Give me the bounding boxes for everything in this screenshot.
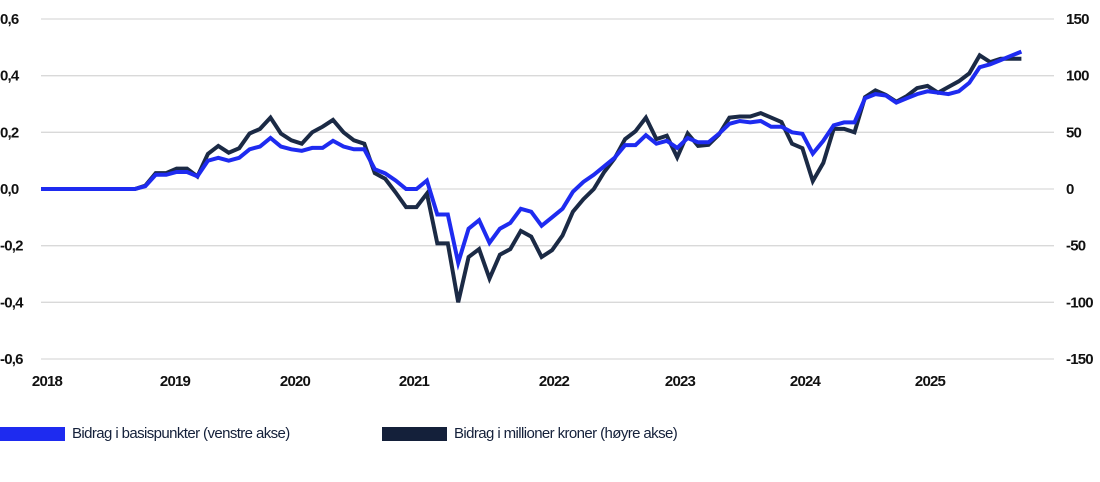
right-axis-tick-label: -100 xyxy=(1066,294,1093,311)
x-axis-tick-label: 2025 xyxy=(915,373,946,390)
left-axis-tick-label: 0,0 xyxy=(0,181,19,198)
series-line-basispunkter xyxy=(41,49,1023,271)
series-lines xyxy=(41,49,1023,303)
legend-item-basispunkter: Bidrag i basispunkter (venstre akse) xyxy=(0,425,290,442)
left-axis-tick-label: 0,2 xyxy=(0,124,19,141)
right-axis-tick-label: -50 xyxy=(1066,238,1086,255)
right-axis-tick-label: 50 xyxy=(1066,124,1082,141)
right-axis-tick-label: 150 xyxy=(1066,11,1089,28)
legend-label: Bidrag i millioner kroner (høyre akse) xyxy=(454,425,678,442)
legend-item-millioner-kroner: Bidrag i millioner kroner (høyre akse) xyxy=(382,425,678,442)
legend-label: Bidrag i basispunkter (venstre akse) xyxy=(72,425,290,442)
left-y-axis-ticks: 0,6 0,4 0,2 0,0 -0,2 -0,4 -0,6 xyxy=(0,11,25,368)
right-axis-tick-label: 0 xyxy=(1066,181,1074,198)
gridlines xyxy=(41,18,1054,360)
x-axis-ticks: 2018 2019 2020 2021 2022 2023 2024 2025 xyxy=(32,373,946,390)
left-axis-tick-label: -0,4 xyxy=(0,294,24,311)
right-axis-tick-label: -150 xyxy=(1066,351,1093,368)
series-line-millioner-kroner xyxy=(41,52,1022,303)
left-axis-tick-label: -0,6 xyxy=(0,351,23,368)
left-axis-tick-label: 0,4 xyxy=(0,68,20,85)
legend-swatch-dark xyxy=(382,426,447,441)
right-y-axis-ticks: 150 100 50 0 -50 -100 -150 xyxy=(1066,11,1094,368)
x-axis-tick-label: 2021 xyxy=(399,373,430,390)
x-axis-tick-label: 2023 xyxy=(665,373,696,390)
x-axis-tick-label: 2024 xyxy=(790,373,822,390)
x-axis-tick-label: 2019 xyxy=(160,373,191,390)
x-axis-tick-label: 2020 xyxy=(280,373,311,390)
left-axis-tick-label: 0,6 xyxy=(0,11,19,28)
x-axis-tick-label: 2022 xyxy=(539,373,570,390)
x-axis-tick-label: 2018 xyxy=(32,373,63,390)
right-axis-tick-label: 100 xyxy=(1066,68,1089,85)
line-chart: 0,6 0,4 0,2 0,0 -0,2 -0,4 -0,6 150 100 50 0 -50 -10… xyxy=(0,11,1094,390)
legend-swatch-blue xyxy=(0,426,65,441)
left-axis-tick-label: -0,2 xyxy=(0,238,23,255)
